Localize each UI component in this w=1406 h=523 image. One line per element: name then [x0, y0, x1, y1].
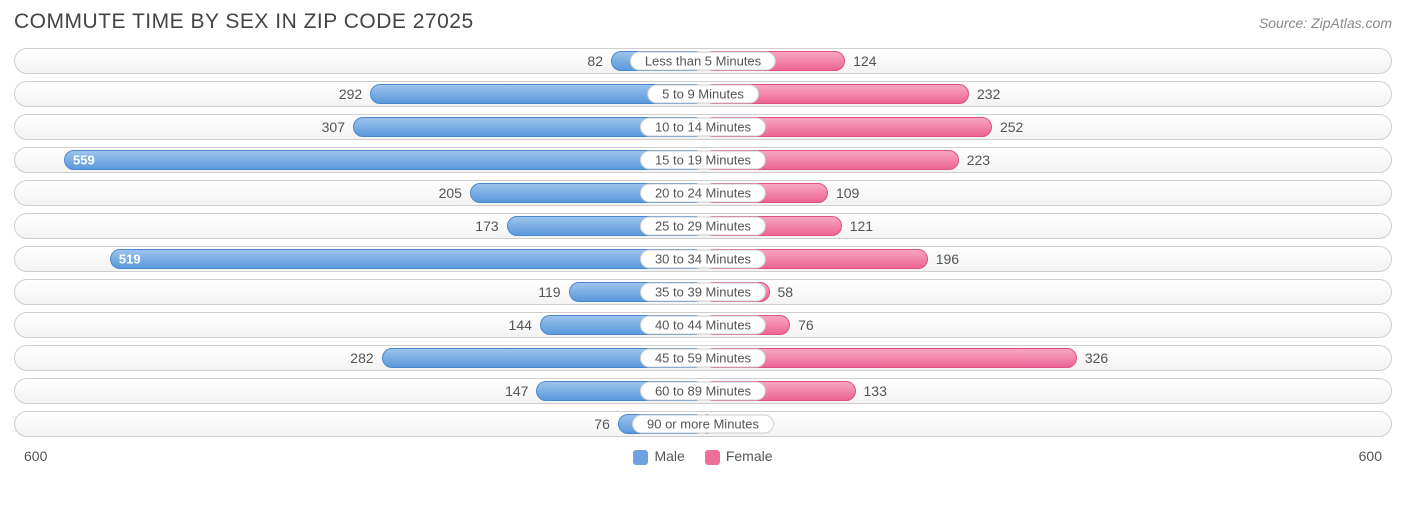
male-value: 144 — [509, 317, 532, 333]
category-label: 10 to 14 Minutes — [640, 118, 766, 137]
female-value: 133 — [864, 383, 887, 399]
category-label: 15 to 19 Minutes — [640, 151, 766, 170]
female-value: 76 — [798, 317, 814, 333]
male-value: 307 — [322, 119, 345, 135]
category-label: 35 to 39 Minutes — [640, 283, 766, 302]
category-label: 5 to 9 Minutes — [647, 85, 759, 104]
male-value: 292 — [339, 86, 362, 102]
female-value: 196 — [936, 251, 959, 267]
male-value: 282 — [350, 350, 373, 366]
table-row: 82 124 Less than 5 Minutes — [14, 48, 1392, 74]
chart-header: COMMUTE TIME BY SEX IN ZIP CODE 27025 So… — [14, 10, 1392, 34]
table-row: 173 121 25 to 29 Minutes — [14, 213, 1392, 239]
legend-swatch-female — [705, 450, 720, 465]
legend-label-female: Female — [726, 448, 773, 464]
table-row: 147 133 60 to 89 Minutes — [14, 378, 1392, 404]
table-row: 76790 or more Minutes — [14, 411, 1392, 437]
category-label: 30 to 34 Minutes — [640, 250, 766, 269]
table-row: 519 196 30 to 34 Minutes — [14, 246, 1392, 272]
legend-item-male: Male — [633, 448, 684, 465]
table-row: 559 223 15 to 19 Minutes — [14, 147, 1392, 173]
axis-right-max: 600 — [1359, 448, 1382, 464]
male-value: 147 — [505, 383, 528, 399]
chart-title: COMMUTE TIME BY SEX IN ZIP CODE 27025 — [14, 10, 474, 34]
table-row: 282 326 45 to 59 Minutes — [14, 345, 1392, 371]
male-bar: 519 — [110, 249, 705, 269]
male-value: 205 — [439, 185, 462, 201]
chart-axis: 600 Male Female 600 — [14, 444, 1392, 465]
female-value: 58 — [778, 284, 794, 300]
table-row: 119 58 35 to 39 Minutes — [14, 279, 1392, 305]
legend-swatch-male — [633, 450, 648, 465]
category-label: 90 or more Minutes — [632, 415, 774, 434]
table-row: 144 76 40 to 44 Minutes — [14, 312, 1392, 338]
chart-legend: Male Female — [633, 448, 772, 465]
category-label: Less than 5 Minutes — [630, 52, 776, 71]
legend-label-male: Male — [654, 448, 684, 464]
female-value: 232 — [977, 86, 1000, 102]
male-value: 519 — [119, 252, 141, 267]
category-label: 45 to 59 Minutes — [640, 349, 766, 368]
category-label: 25 to 29 Minutes — [640, 217, 766, 236]
diverging-bar-chart: 82 124 Less than 5 Minutes 292 232 5 to 9 Min… — [14, 48, 1392, 437]
male-value: 119 — [538, 284, 560, 300]
category-label: 40 to 44 Minutes — [640, 316, 766, 335]
category-label: 20 to 24 Minutes — [640, 184, 766, 203]
category-label: 60 to 89 Minutes — [640, 382, 766, 401]
female-value: 109 — [836, 185, 859, 201]
female-value: 223 — [967, 152, 990, 168]
female-value: 326 — [1085, 350, 1108, 366]
axis-left-max: 600 — [24, 448, 47, 464]
female-value: 124 — [853, 53, 876, 69]
male-value: 173 — [475, 218, 498, 234]
female-value: 252 — [1000, 119, 1023, 135]
chart-source: Source: ZipAtlas.com — [1259, 15, 1392, 31]
table-row: 307 252 10 to 14 Minutes — [14, 114, 1392, 140]
male-value: 82 — [587, 53, 603, 69]
table-row: 205 109 20 to 24 Minutes — [14, 180, 1392, 206]
male-value: 76 — [594, 416, 610, 432]
male-bar: 559 — [64, 150, 705, 170]
female-value: 121 — [850, 218, 873, 234]
legend-item-female: Female — [705, 448, 773, 465]
table-row: 292 232 5 to 9 Minutes — [14, 81, 1392, 107]
male-value: 559 — [73, 153, 95, 168]
